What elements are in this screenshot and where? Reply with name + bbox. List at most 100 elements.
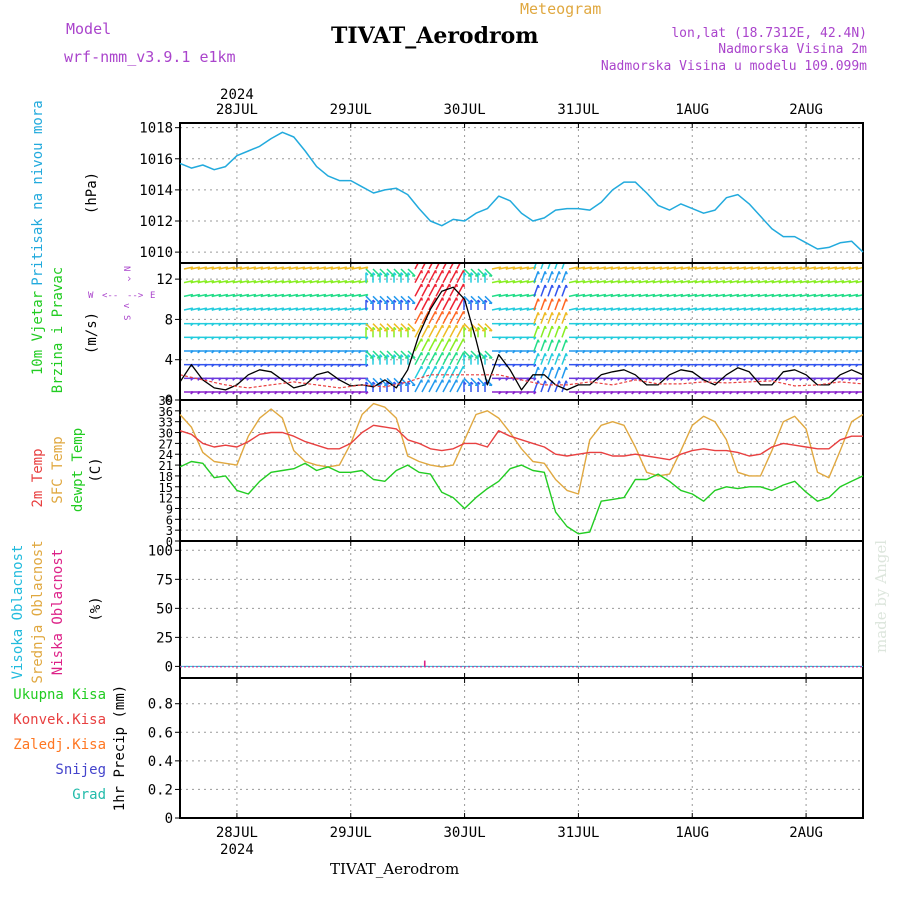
- wind-arrow-head: [566, 258, 567, 261]
- wind-arrow: [436, 366, 443, 378]
- wind-arrow: [422, 380, 429, 392]
- wind-arrow-head: [552, 299, 553, 302]
- wind-arrow-head: [457, 270, 458, 273]
- x-tick-label-bottom: 1AUG: [675, 825, 709, 841]
- wind-arrow-head: [457, 380, 458, 383]
- y-tick-label: 0.6: [148, 725, 173, 741]
- precip-legend-0: Ukupna Kisa: [13, 687, 106, 703]
- wind-arrow: [562, 285, 566, 296]
- wind-arrow: [562, 312, 566, 323]
- wind-arrow: [548, 312, 552, 323]
- x-tick-label-top: 28JUL: [216, 102, 258, 118]
- wind-arrow: [457, 270, 464, 282]
- wind-arrow-head: [552, 367, 553, 370]
- legend-high-cloud: Visoka Oblacnost: [10, 545, 26, 680]
- compass-east-arrow: -->: [127, 291, 144, 301]
- wind-arrow: [443, 270, 450, 282]
- y-tick-label: 0.2: [148, 782, 173, 798]
- x-tick-label-bottom: 30JUL: [444, 825, 486, 841]
- legend-2m-temp: 2m Temp: [30, 448, 46, 507]
- wind-arrow: [415, 284, 422, 296]
- chart-area: 202428JUL28JUL29JUL29JUL30JUL30JUL31JUL3…: [10, 87, 865, 858]
- wind-arrow-head: [436, 284, 437, 287]
- wind-arrow: [548, 285, 552, 296]
- pressure-unit-label: (hPa): [84, 172, 100, 214]
- wind-arrow: [562, 367, 566, 378]
- wind-arrow-head: [559, 285, 560, 288]
- wind-arrow: [548, 381, 552, 392]
- wind-unit-label: (m/s): [84, 312, 100, 354]
- wind-arrow: [534, 367, 538, 378]
- wind-arrow-head: [538, 258, 539, 261]
- y-tick-label: 0.8: [148, 697, 173, 713]
- wind-barbs: [180, 257, 865, 394]
- wind-arrow: [450, 325, 457, 337]
- wind-arrow-head: [559, 312, 560, 315]
- wind-arrow-head: [429, 284, 430, 287]
- wind-arrow-head: [559, 326, 560, 329]
- wind-arrow-head: [545, 258, 546, 261]
- wind-arrow: [429, 311, 436, 323]
- wind-arrow-head: [443, 325, 444, 328]
- wind-arrow-head: [429, 339, 430, 342]
- grid-precip: [180, 678, 863, 818]
- wind-arrow-head: [559, 353, 560, 356]
- wind-arrow: [534, 340, 538, 351]
- panel-frame-cloud: [180, 541, 863, 678]
- wind-arrow: [429, 325, 436, 337]
- wind-arrow: [562, 299, 566, 310]
- wind-arrow-head: [545, 299, 546, 302]
- wind-arrow-head: [422, 284, 423, 287]
- wind-arrow-head: [545, 367, 546, 370]
- wind-arrow-head: [436, 352, 437, 355]
- wind-arrow-head: [566, 353, 567, 356]
- wind-arrow-head: [559, 367, 560, 370]
- wind-arrow-head: [559, 271, 560, 274]
- wind-arrow-head: [566, 312, 567, 315]
- wind-arrow-head: [429, 352, 430, 355]
- wind-arrow-head: [545, 271, 546, 274]
- y-tick-label: 0.4: [148, 754, 173, 770]
- compass-south-arrow: v: [121, 303, 131, 308]
- wind-arrow-head: [566, 340, 567, 343]
- wind-arrow: [562, 340, 566, 351]
- wind-arrow-head: [443, 366, 444, 369]
- wind-arrow: [443, 352, 450, 364]
- wind-arrow: [457, 311, 464, 323]
- precip-unit-label: 1hr Precip (mm): [112, 685, 128, 811]
- wind-arrow: [450, 311, 457, 323]
- grid-cloud: [180, 541, 863, 678]
- x-tick-label-top: 31JUL: [557, 102, 599, 118]
- wind-arrow-head: [436, 366, 437, 369]
- wind-arrow: [443, 298, 450, 310]
- low-cloud-bar: [424, 661, 426, 667]
- y-tick-label: 50: [156, 601, 173, 617]
- wind-arrow-head: [552, 285, 553, 288]
- wind-arrow: [562, 381, 566, 392]
- y-tick-label: 1010: [139, 245, 173, 261]
- wind-arrow: [548, 299, 552, 310]
- year-label-bottom: 2024: [220, 842, 254, 858]
- wind-arrow-head: [429, 298, 430, 301]
- wind-arrow-head: [450, 257, 451, 260]
- wind-arrow: [415, 380, 422, 392]
- wind-arrow-head: [464, 284, 465, 287]
- wind-arrow-head: [545, 285, 546, 288]
- meteogram-label: Meteogram: [520, 0, 601, 18]
- lonlat: lon,lat (18.7312E, 42.4N): [671, 26, 867, 41]
- wind-arrow: [541, 367, 545, 378]
- wind-arrow-head: [538, 271, 539, 274]
- wind-arrow-head: [545, 340, 546, 343]
- y-tick-label: 75: [156, 572, 173, 588]
- compass-west-arrow: <--: [102, 291, 118, 301]
- panel-frame-precip: [180, 678, 863, 818]
- compass-south: S: [121, 315, 131, 320]
- wind-arrow-head: [443, 311, 444, 314]
- wind-arrow-head: [422, 352, 423, 355]
- wind-arrow: [457, 366, 464, 378]
- wind-arrow: [422, 284, 429, 296]
- wind-arrow-head: [566, 299, 567, 302]
- wind-arrow-head: [450, 311, 451, 314]
- wind-arrow-head: [443, 339, 444, 342]
- model-elevation: Nadmorska Visina u modelu 109.099m: [601, 59, 867, 74]
